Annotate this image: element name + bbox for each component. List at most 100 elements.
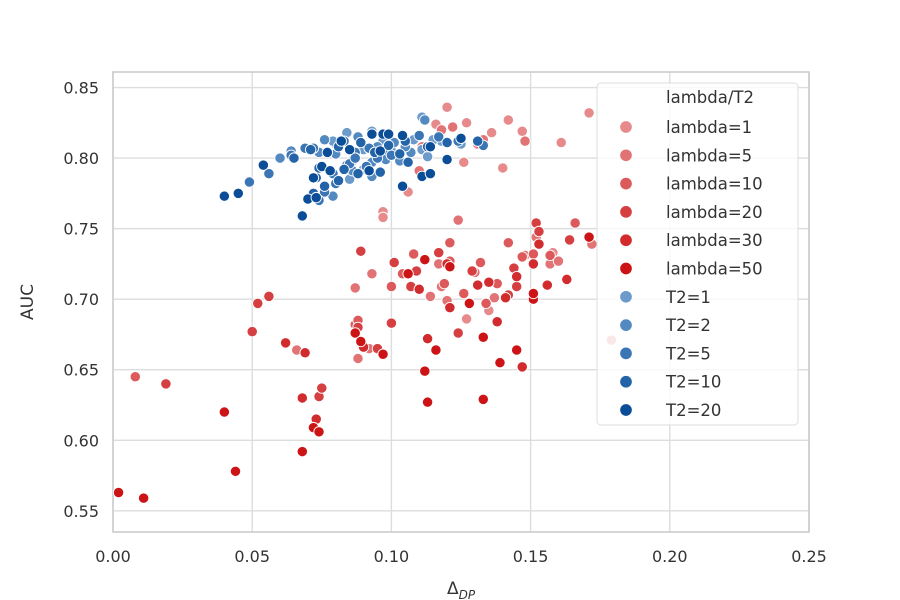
data-point — [419, 114, 431, 126]
legend-marker — [619, 403, 633, 417]
data-point — [552, 255, 565, 267]
data-point — [246, 325, 258, 338]
legend-marker — [619, 233, 633, 247]
data-point — [388, 256, 400, 269]
data-point — [511, 270, 523, 283]
data-point — [382, 139, 395, 152]
data-point — [382, 128, 395, 140]
legend: lambda/T2 lambda=1lambda=5lambda=10lambd… — [596, 82, 799, 426]
data-point — [396, 129, 409, 142]
data-point — [374, 145, 386, 157]
legend-box — [596, 82, 799, 426]
data-point — [355, 245, 367, 257]
legend-label: lambda=20 — [666, 203, 763, 222]
data-point — [366, 128, 378, 140]
y-tick-label: 0.65 — [63, 361, 99, 380]
data-point — [396, 180, 409, 192]
data-point — [377, 348, 389, 360]
series-lambda-50 — [112, 231, 595, 504]
x-axis-label-main: Δ — [447, 579, 459, 599]
data-point — [363, 165, 375, 177]
data-point — [444, 261, 456, 273]
data-point — [296, 392, 308, 404]
legend-marker — [619, 290, 633, 304]
data-point — [433, 246, 445, 259]
data-point — [569, 217, 581, 229]
data-point — [452, 214, 464, 226]
data-point — [402, 156, 414, 168]
data-point — [296, 445, 308, 458]
data-point — [541, 279, 553, 291]
data-point — [430, 344, 442, 356]
data-point — [421, 151, 434, 163]
data-point — [441, 101, 453, 113]
legend-label: lambda=50 — [666, 260, 763, 279]
legend-marker — [619, 176, 633, 191]
data-point — [444, 237, 456, 249]
data-point — [352, 167, 364, 180]
x-tick-label: 0.00 — [95, 547, 131, 566]
data-point — [472, 279, 484, 291]
data-point — [460, 117, 473, 129]
data-point — [494, 357, 506, 369]
data-point — [243, 176, 256, 188]
data-point — [421, 333, 434, 345]
data-point — [257, 159, 269, 171]
data-point — [160, 378, 172, 390]
data-point — [474, 256, 487, 269]
legend-title: lambda/T2 — [666, 88, 754, 107]
data-point — [483, 276, 495, 288]
data-point — [279, 337, 292, 349]
data-point — [229, 465, 242, 477]
data-point — [394, 148, 406, 160]
legend-label: lambda=10 — [666, 175, 763, 194]
data-point — [511, 344, 523, 356]
y-tick-labels: 0.55 0.60 0.65 0.70 0.75 0.80 0.85 — [63, 79, 99, 521]
x-tick-label: 0.05 — [234, 547, 270, 566]
data-point — [252, 297, 264, 310]
legend-marker — [619, 261, 633, 276]
data-point — [561, 273, 573, 286]
x-tick-labels: 0.00 0.05 0.10 0.15 0.20 0.25 — [95, 547, 827, 566]
legend-label: lambda=1 — [666, 118, 752, 137]
data-point — [413, 283, 425, 295]
data-point — [263, 167, 275, 180]
data-point — [288, 152, 300, 164]
data-point — [533, 238, 545, 250]
data-point — [583, 107, 595, 119]
data-point — [458, 287, 470, 300]
x-tick-label: 0.10 — [374, 547, 410, 566]
data-point — [112, 486, 125, 499]
data-point — [424, 167, 437, 180]
data-point — [544, 249, 556, 262]
data-point — [377, 211, 389, 223]
data-point — [527, 248, 540, 260]
y-tick-label: 0.85 — [63, 79, 99, 98]
data-point — [338, 163, 350, 176]
data-point — [419, 254, 431, 266]
x-tick-label: 0.20 — [652, 547, 688, 566]
data-point — [438, 278, 450, 290]
data-point — [460, 313, 473, 325]
data-point — [296, 210, 308, 222]
data-point — [366, 268, 378, 280]
data-point — [305, 143, 317, 156]
data-point — [352, 352, 364, 365]
data-point — [516, 125, 528, 137]
y-axis-label: AUC — [18, 284, 38, 320]
data-point — [310, 191, 322, 204]
series-t2-20 — [218, 128, 467, 222]
data-point — [129, 371, 141, 383]
data-point — [466, 265, 478, 277]
data-point — [218, 190, 231, 202]
data-point — [477, 393, 489, 406]
data-point — [349, 152, 361, 164]
data-point — [485, 127, 498, 139]
data-point — [491, 316, 503, 328]
data-point — [263, 290, 275, 303]
legend-marker — [619, 205, 633, 219]
data-point — [355, 335, 367, 348]
x-axis-label-subscript: DP — [459, 588, 476, 600]
data-point — [477, 331, 489, 343]
